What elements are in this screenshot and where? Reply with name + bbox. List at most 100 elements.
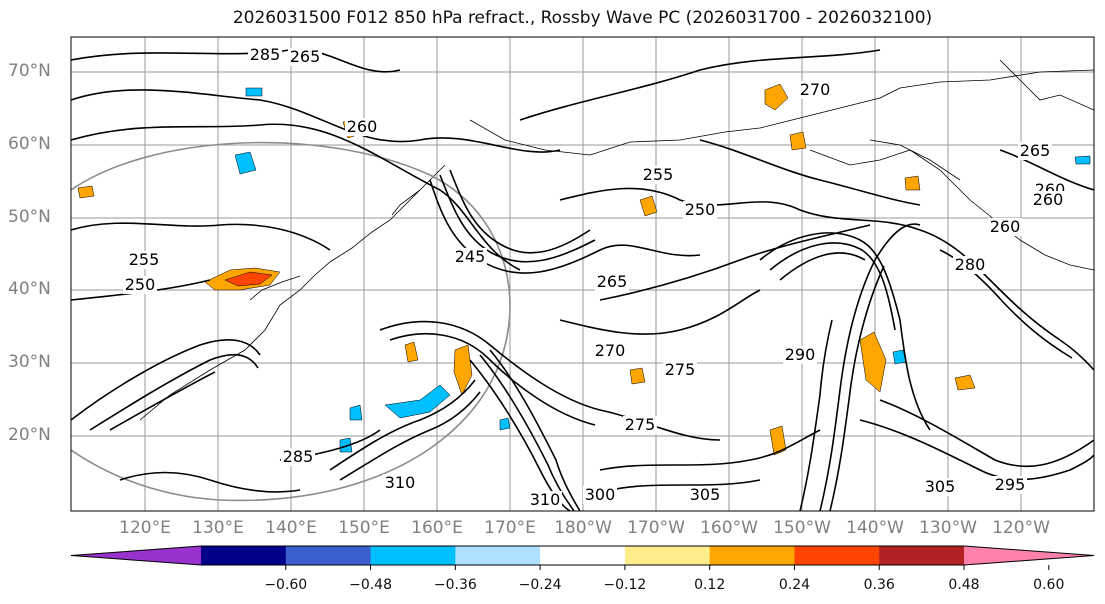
contour-label-bg bbox=[593, 342, 627, 360]
colorbar-band bbox=[201, 546, 287, 565]
contour-label: 290 bbox=[785, 345, 816, 364]
contour-label-bg bbox=[281, 448, 315, 466]
contour-label: 285 bbox=[283, 447, 314, 466]
colorbar-tick-label: 0.12 bbox=[694, 577, 726, 593]
colorbar-outline bbox=[70, 545, 1095, 566]
colorbar-extend-low bbox=[71, 546, 201, 565]
contour-label: 300 bbox=[585, 485, 616, 504]
colorbar-band bbox=[370, 546, 456, 565]
colorbar-tick-label: −0.12 bbox=[603, 577, 647, 593]
contour-label: 245 bbox=[455, 247, 486, 266]
contour-label: 260 bbox=[1033, 190, 1064, 209]
longitude-label: 130°E bbox=[192, 518, 244, 538]
colorbar-tick-label: 0.48 bbox=[948, 577, 980, 593]
colorbar-band bbox=[285, 546, 372, 565]
contour-label-bg bbox=[641, 166, 675, 184]
longitude-label: 150°W bbox=[773, 518, 831, 538]
contour-label: 250 bbox=[685, 200, 716, 219]
colorbar-tick-label: 0.36 bbox=[863, 577, 895, 593]
contour-label: 250 bbox=[125, 275, 156, 294]
patch-blue bbox=[499, 417, 511, 431]
contour-label: 265 bbox=[597, 272, 628, 291]
longitude-label: 130°W bbox=[919, 518, 977, 538]
contour-label-bg bbox=[623, 416, 657, 434]
patch-orange bbox=[404, 341, 419, 363]
contour-label: 270 bbox=[595, 341, 626, 360]
contour-label: 255 bbox=[643, 165, 674, 184]
contour-label: 285 bbox=[250, 45, 281, 64]
longitude-label: 120°W bbox=[992, 518, 1050, 538]
longitude-label: 180°W bbox=[554, 518, 612, 538]
contour-label-bg bbox=[248, 46, 282, 64]
latitude-label: 70°N bbox=[8, 61, 51, 81]
patch-blue bbox=[384, 384, 451, 419]
contour-label-bg bbox=[288, 48, 322, 66]
page-title: 2026031500 F012 850 hPa refract., Rossby… bbox=[232, 8, 933, 28]
coastlines bbox=[139, 59, 1094, 421]
contour-label: 260 bbox=[347, 117, 378, 136]
contour-label: 280 bbox=[955, 255, 986, 274]
colorbar bbox=[70, 545, 1095, 570]
contour-label-bg bbox=[993, 476, 1027, 494]
colorbar-tick-label: −0.24 bbox=[518, 577, 562, 593]
contour-label: 310 bbox=[385, 473, 416, 492]
colorbar-band bbox=[624, 546, 711, 565]
longitude-label: 160°W bbox=[700, 518, 758, 538]
contour-label-bg bbox=[383, 474, 417, 492]
patch-orange bbox=[954, 374, 976, 391]
latitude-label: 30°N bbox=[8, 352, 51, 372]
patch-blue bbox=[245, 87, 263, 97]
patch-orange bbox=[764, 83, 789, 111]
contour-label-bg bbox=[953, 256, 987, 274]
latitude-label: 40°N bbox=[8, 279, 51, 299]
patch-red bbox=[224, 271, 273, 287]
colorbar-tick-label: 0.24 bbox=[778, 577, 811, 593]
longitude-label: 140°W bbox=[846, 518, 904, 538]
contour-label-bg bbox=[1018, 142, 1052, 160]
colorbar-extend-high bbox=[964, 546, 1094, 565]
longitude-label: 170°W bbox=[627, 518, 685, 538]
colorbar-band bbox=[794, 546, 880, 565]
contour-label-bg bbox=[683, 201, 717, 219]
longitude-label: 150°E bbox=[338, 518, 390, 538]
patch-orange bbox=[453, 344, 473, 396]
colorbar-band bbox=[455, 546, 541, 565]
longitude-label: 170°E bbox=[484, 518, 536, 538]
colorbar-tick-label: −0.48 bbox=[349, 577, 392, 593]
patch-orange bbox=[859, 331, 887, 393]
contour-label: 260 bbox=[990, 217, 1021, 236]
contour-label-bg bbox=[688, 486, 722, 504]
contour-label-bg bbox=[123, 276, 157, 294]
great-circle-path bbox=[71, 141, 511, 502]
patch-orange bbox=[769, 425, 787, 456]
contour-label: 305 bbox=[690, 485, 721, 504]
map-gridlines bbox=[71, 37, 1094, 511]
contour-label: 265 bbox=[290, 47, 321, 66]
contour-label-bg bbox=[528, 491, 562, 509]
contour-label: 265 bbox=[1020, 141, 1051, 160]
contour-label: 275 bbox=[625, 415, 656, 434]
patch-blue bbox=[234, 151, 257, 175]
contour-label-bg bbox=[988, 218, 1022, 236]
contour-label: 270 bbox=[800, 80, 831, 99]
contour-label-bg bbox=[345, 118, 379, 136]
colorbar-tick-label: 0.60 bbox=[1033, 577, 1065, 593]
latitude-label: 50°N bbox=[8, 207, 51, 227]
colorbar-band bbox=[709, 546, 795, 565]
longitude-label: 160°E bbox=[411, 518, 463, 538]
latitude-label: 20°N bbox=[8, 425, 51, 445]
contour-label-bg bbox=[1031, 191, 1065, 209]
patch-orange bbox=[629, 367, 646, 385]
patch-orange bbox=[77, 185, 95, 199]
longitude-label: 120°E bbox=[119, 518, 171, 538]
colorbar-tick-label: −0.60 bbox=[264, 577, 308, 593]
contour-label: 305 bbox=[925, 477, 956, 496]
patch-blue bbox=[1074, 155, 1091, 165]
contour-labels: 265 285 270 260 255 250 245 265 250 255 270 275 275 2… bbox=[123, 45, 1067, 509]
refractivity-patches bbox=[77, 83, 1091, 456]
contour-label-bg bbox=[783, 346, 817, 364]
map-frame bbox=[70, 36, 1095, 512]
contour-label-bg bbox=[583, 486, 617, 504]
contour-label-bg bbox=[595, 273, 629, 291]
